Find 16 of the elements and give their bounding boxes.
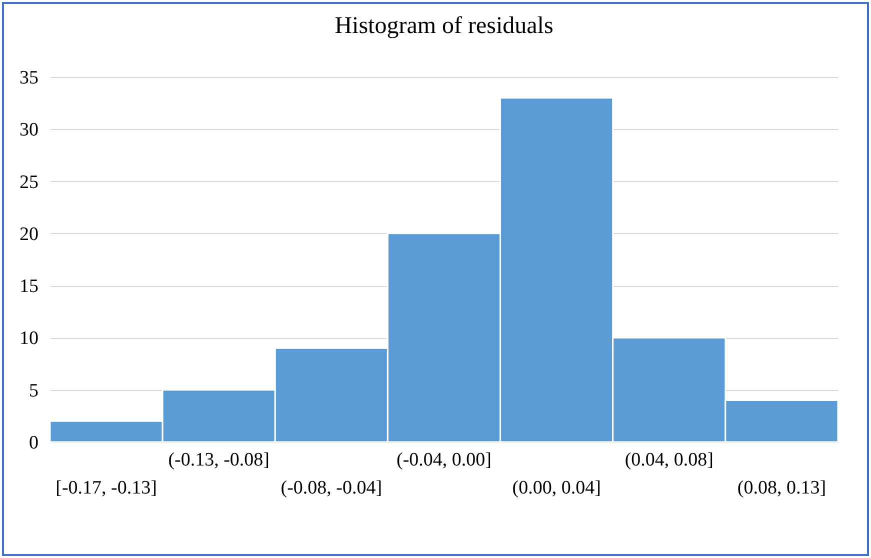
x-tick-label: [-0.17, -0.13] (56, 478, 157, 498)
chart-title: Histogram of residuals (334, 13, 554, 39)
y-tick-label: 25 (20, 172, 38, 193)
x-tick-label: (-0.04, 0.00] (396, 450, 492, 470)
x-tick-label: (0.04, 0.08] (624, 450, 714, 470)
y-tick-label: 15 (20, 276, 38, 298)
x-tick-label: (-0.08, -0.04] (280, 478, 382, 498)
y-tick-label: 10 (20, 328, 38, 350)
y-tick-label: 20 (20, 224, 38, 245)
y-tick-label: 30 (20, 120, 38, 141)
x-tick-label: (0.08, 0.13] (737, 478, 826, 498)
y-tick-label: 5 (29, 380, 38, 402)
y-tick-label: 35 (20, 68, 38, 88)
y-tick-label: 0 (29, 432, 38, 454)
x-tick-label: (-0.13, -0.08] (168, 450, 270, 470)
x-tick-label: (0.00, 0.04] (512, 478, 601, 498)
